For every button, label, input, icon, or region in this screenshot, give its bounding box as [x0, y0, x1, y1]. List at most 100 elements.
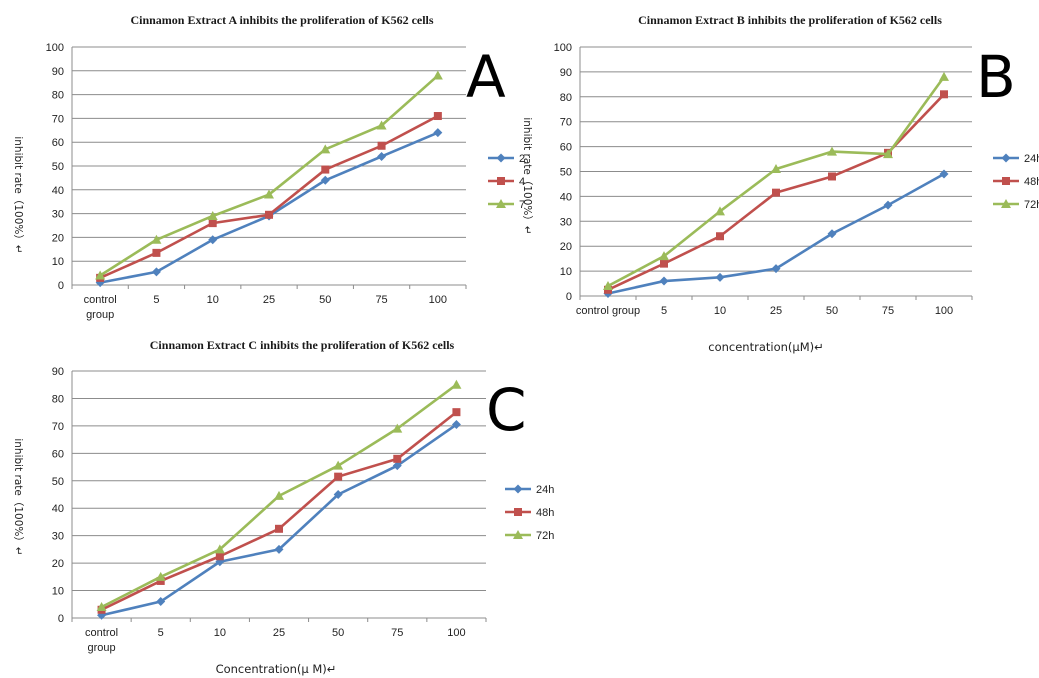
data-point — [151, 234, 162, 244]
x-tick-label: 10 — [207, 294, 219, 306]
y-tick-label: 40 — [52, 185, 64, 197]
x-tick-label: 10 — [714, 305, 726, 317]
legend-label: 24h — [536, 484, 554, 496]
data-point — [392, 423, 403, 433]
data-point — [214, 544, 225, 554]
data-point — [715, 206, 725, 216]
y-tick-label: 60 — [52, 448, 64, 460]
data-point — [95, 270, 106, 280]
y-tick-label: 70 — [52, 421, 64, 433]
chart-b-y-axis-label: inhibit rate（100%）↵ — [521, 117, 533, 234]
data-point — [320, 175, 330, 185]
y-tick-label: 80 — [560, 92, 572, 104]
x-tick-label: control group — [85, 627, 118, 654]
legend-label: 72h — [1024, 199, 1039, 211]
legend-label: 72h — [536, 530, 554, 542]
x-tick-label: 100 — [447, 627, 465, 639]
chart-b-panel-label: B — [976, 43, 1016, 111]
y-tick-label: 30 — [560, 216, 572, 228]
data-point — [659, 251, 669, 261]
data-point — [377, 151, 387, 161]
y-tick-label: 20 — [560, 241, 572, 253]
data-point — [939, 169, 949, 179]
y-tick-label: 50 — [52, 476, 64, 488]
data-point — [827, 146, 837, 156]
data-point — [883, 149, 893, 159]
legend-label: 24h — [1024, 153, 1039, 165]
data-point — [334, 472, 343, 481]
chart-a-plot: 0 10 20 30 40 50 60 70 80 90 100 control group 5 10 25 5… — [46, 42, 525, 321]
legend-marker — [1001, 153, 1011, 163]
data-point — [939, 71, 949, 81]
chart-b-x-axis-label: concentration(μM)↵ — [708, 340, 824, 354]
legend-marker — [496, 199, 506, 208]
y-tick-label: 0 — [58, 280, 64, 292]
chart-a-series-line-2 — [99, 131, 439, 284]
x-tick-label: 5 — [661, 305, 667, 317]
x-tick-label: control group — [576, 305, 640, 317]
y-tick-label: 70 — [560, 117, 572, 129]
chart-b: Cinnamon Extract B inhibits the prolifer… — [521, 13, 1039, 354]
data-point — [275, 524, 283, 533]
legend-label: 48h — [1024, 176, 1039, 188]
data-point — [451, 420, 461, 430]
data-point — [715, 272, 725, 282]
data-point — [96, 602, 107, 612]
chart-c-plot: 0 10 20 30 40 50 60 70 80 90 control group 5 10 25 50 75… — [52, 366, 555, 654]
data-point — [432, 70, 443, 80]
data-point — [155, 571, 166, 581]
data-point — [433, 112, 442, 121]
y-tick-label: 30 — [52, 531, 64, 543]
legend-marker — [1001, 199, 1011, 208]
x-tick-label: 25 — [273, 627, 285, 639]
data-point — [392, 461, 402, 471]
x-tick-label: 50 — [826, 305, 838, 317]
chart-c-panel-label: C — [486, 376, 527, 444]
chart-b-plot: 0 10 20 30 40 50 60 70 80 90 100 control group 5 10 25… — [554, 42, 1039, 317]
data-point — [771, 164, 781, 174]
data-point — [883, 200, 893, 210]
chart-a-panel-label: A — [466, 43, 506, 111]
y-tick-label: 20 — [52, 558, 64, 570]
data-point — [940, 90, 948, 99]
y-tick-label: 80 — [52, 90, 64, 102]
y-tick-label: 40 — [52, 503, 64, 515]
y-tick-label: 40 — [560, 191, 572, 203]
x-tick-label: 50 — [319, 294, 331, 306]
data-point — [274, 544, 284, 554]
data-point — [265, 210, 273, 219]
data-point — [433, 128, 443, 138]
chart-c-title: Cinnamon Extract C inhibits the prolifer… — [150, 338, 455, 352]
y-tick-label: 20 — [52, 232, 64, 244]
data-point — [207, 210, 218, 220]
y-tick-label: 50 — [560, 167, 572, 179]
legend-label: 4 — [519, 176, 525, 188]
x-tick-label: 50 — [332, 627, 344, 639]
legend-label: 2 — [519, 153, 525, 165]
y-tick-label: 80 — [52, 393, 64, 405]
legend-label: 7 — [519, 199, 525, 211]
y-tick-label: 100 — [554, 42, 572, 54]
data-point — [321, 165, 330, 174]
y-tick-label: 100 — [46, 42, 64, 54]
data-point — [208, 235, 218, 245]
y-tick-label: 10 — [52, 256, 64, 268]
y-tick-label: 50 — [52, 161, 64, 173]
data-point — [827, 229, 837, 239]
chart-b-series-line-72h — [607, 76, 946, 288]
y-tick-label: 90 — [560, 67, 572, 79]
data-point — [660, 259, 668, 268]
x-tick-label: 75 — [391, 627, 403, 639]
data-point — [151, 267, 161, 277]
x-tick-label: 5 — [158, 627, 164, 639]
y-tick-label: 60 — [560, 142, 572, 154]
chart-a-title: Cinnamon Extract A inhibits the prolifer… — [130, 13, 433, 27]
x-tick-label: 100 — [935, 305, 953, 317]
data-point — [772, 188, 780, 197]
x-tick-label: 5 — [153, 294, 159, 306]
data-point — [152, 248, 161, 257]
chart-c-y-axis-label: inhibit rate（100%）↵ — [12, 438, 24, 555]
y-tick-label: 10 — [560, 266, 572, 278]
y-tick-label: 0 — [58, 613, 64, 625]
